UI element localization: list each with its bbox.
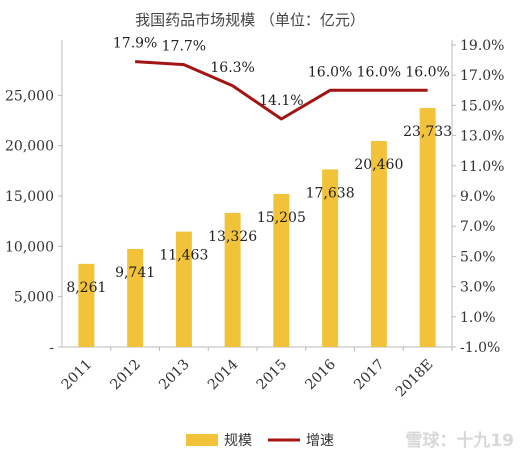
left-tick-label: 15,000 — [5, 189, 54, 205]
growth-value-label: 14.1% — [259, 93, 303, 109]
legend-bar-swatch — [186, 434, 218, 446]
bar — [370, 141, 387, 347]
right-tick-label: -1.0% — [460, 340, 500, 356]
bar — [322, 169, 339, 347]
chart-title: 我国药品市场规模 （单位：亿元） — [135, 11, 365, 29]
left-tick-label: 5,000 — [14, 290, 54, 306]
growth-value-label: 16.0% — [357, 64, 401, 80]
growth-value-label: 16.0% — [405, 64, 449, 80]
bar-value-label: 9,741 — [115, 265, 155, 281]
right-tick-label: 13.0% — [460, 129, 504, 145]
right-tick-label: 19.0% — [460, 38, 504, 54]
watermark-text: 雪球：十九19 — [405, 430, 514, 451]
right-tick-label: 9.0% — [460, 189, 496, 205]
bar-value-label: 8,261 — [66, 280, 106, 296]
growth-value-label: 17.7% — [162, 39, 206, 55]
right-tick-label: 15.0% — [460, 98, 504, 114]
bar — [127, 248, 144, 347]
x-tick-label: 2012 — [107, 357, 144, 394]
bar-value-label: 23,733 — [403, 124, 452, 140]
bar — [78, 263, 95, 347]
left-tick-label: - — [49, 340, 54, 356]
bar-series — [78, 108, 436, 347]
x-tick-label: 2013 — [156, 357, 193, 394]
growth-value-label: 16.3% — [210, 60, 254, 76]
x-tick-label: 2017 — [351, 357, 388, 394]
right-tick-label: 1.0% — [460, 310, 496, 326]
right-tick-label: 3.0% — [460, 280, 496, 296]
right-tick-label: 7.0% — [460, 219, 496, 235]
left-tick-label: 20,000 — [5, 139, 54, 155]
bar — [224, 212, 241, 347]
growth-value-label: 16.0% — [308, 64, 352, 80]
bar-value-label: 13,326 — [208, 229, 257, 245]
left-tick-label: 10,000 — [5, 239, 54, 255]
x-tick-label: 2016 — [302, 356, 339, 393]
growth-labels: 17.9% 17.7%16.3%14.1%16.0% 16.0% 16.0% — [113, 36, 450, 109]
right-tick-label: 17.0% — [460, 68, 504, 84]
bar — [175, 231, 192, 347]
bar-value-label: 20,460 — [354, 157, 403, 173]
x-tick-label: 2011 — [59, 357, 96, 394]
x-tick-label: 2014 — [205, 356, 242, 393]
legend: 规模 增速 — [186, 433, 334, 449]
bar — [419, 108, 436, 347]
growth-value-label: 17.9% — [113, 36, 157, 52]
x-tick-label: 2015 — [254, 357, 291, 394]
bar-value-label: 15,205 — [257, 210, 306, 226]
legend-line-label: 增速 — [306, 433, 334, 449]
right-tick-label: 11.0% — [460, 159, 504, 175]
growth-line-series — [135, 60, 428, 121]
right-tick-label: 5.0% — [460, 249, 496, 265]
legend-bar-label: 规模 — [224, 433, 252, 449]
x-tick-label: 2018E — [393, 357, 437, 401]
bar-value-label: 17,638 — [306, 185, 355, 201]
bar-value-label: 11,463 — [159, 248, 208, 264]
bar — [273, 193, 290, 347]
left-tick-label: 25,000 — [5, 88, 54, 104]
